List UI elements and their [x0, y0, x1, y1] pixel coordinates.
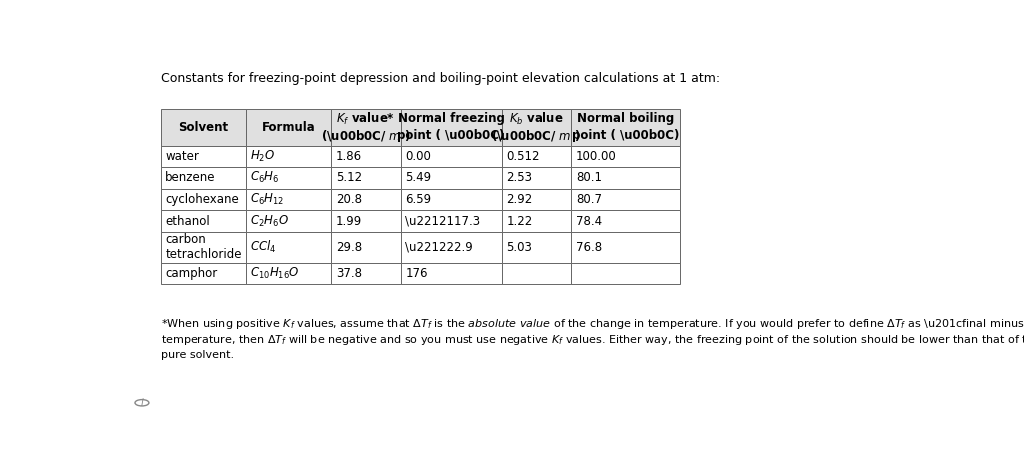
- Bar: [400, 210, 502, 232]
- Bar: [331, 109, 400, 145]
- Text: $CCl_4$: $CCl_4$: [250, 239, 276, 255]
- Text: 80.7: 80.7: [575, 193, 602, 206]
- Text: $C_6H_6$: $C_6H_6$: [250, 170, 280, 186]
- Text: 2.53: 2.53: [506, 172, 532, 184]
- Bar: [502, 210, 571, 232]
- Bar: [571, 263, 680, 284]
- Bar: [400, 232, 502, 263]
- Text: i: i: [140, 398, 143, 408]
- Bar: [502, 145, 571, 167]
- Text: $C_2H_6O$: $C_2H_6O$: [250, 213, 289, 228]
- Bar: [400, 167, 502, 189]
- Text: carbon
tetrachloride: carbon tetrachloride: [165, 233, 242, 261]
- Text: water: water: [165, 150, 199, 163]
- Text: Solvent: Solvent: [178, 121, 228, 134]
- Text: 100.00: 100.00: [575, 150, 616, 163]
- Text: 20.8: 20.8: [336, 193, 361, 206]
- Bar: [161, 189, 246, 210]
- Text: benzene: benzene: [165, 172, 216, 184]
- Text: Constants for freezing-point depression and boiling-point elevation calculations: Constants for freezing-point depression …: [161, 72, 720, 85]
- Text: $H_2O$: $H_2O$: [250, 149, 274, 164]
- Text: 37.8: 37.8: [336, 267, 361, 280]
- Bar: [331, 145, 400, 167]
- Text: Normal freezing: Normal freezing: [397, 113, 505, 126]
- Text: cyclohexane: cyclohexane: [165, 193, 239, 206]
- Text: (\u00b0C/ $m$ ): (\u00b0C/ $m$ ): [492, 128, 582, 143]
- Bar: [331, 167, 400, 189]
- Text: 0.512: 0.512: [506, 150, 540, 163]
- Bar: [246, 145, 331, 167]
- Text: ethanol: ethanol: [165, 214, 210, 227]
- Text: $C_{10}H_{16}O$: $C_{10}H_{16}O$: [250, 266, 299, 281]
- Bar: [571, 189, 680, 210]
- Bar: [502, 109, 571, 145]
- Text: $K_f$ value*: $K_f$ value*: [337, 111, 395, 127]
- Bar: [161, 263, 246, 284]
- Bar: [571, 232, 680, 263]
- Bar: [571, 167, 680, 189]
- Bar: [161, 167, 246, 189]
- Bar: [246, 232, 331, 263]
- Bar: [161, 145, 246, 167]
- Bar: [571, 210, 680, 232]
- Bar: [161, 210, 246, 232]
- Bar: [246, 189, 331, 210]
- Text: 1.99: 1.99: [336, 214, 361, 227]
- Bar: [400, 189, 502, 210]
- Bar: [161, 109, 246, 145]
- Text: point ( \u00b0C): point ( \u00b0C): [571, 129, 679, 142]
- Text: 0.00: 0.00: [406, 150, 431, 163]
- Bar: [246, 167, 331, 189]
- Text: 78.4: 78.4: [575, 214, 602, 227]
- Text: 76.8: 76.8: [575, 241, 602, 254]
- Bar: [400, 263, 502, 284]
- Text: temperature, then $\Delta T_f$ will be negative and so you must use negative $K_: temperature, then $\Delta T_f$ will be n…: [161, 333, 1024, 348]
- Text: Normal boiling: Normal boiling: [577, 113, 674, 126]
- Text: 6.59: 6.59: [406, 193, 431, 206]
- Bar: [502, 263, 571, 284]
- Bar: [246, 263, 331, 284]
- Text: $C_6H_{12}$: $C_6H_{12}$: [250, 192, 284, 207]
- Text: \u2212117.3: \u2212117.3: [406, 214, 480, 227]
- Text: pure solvent.: pure solvent.: [161, 350, 233, 360]
- Text: \u221222.9: \u221222.9: [406, 241, 473, 254]
- Bar: [161, 232, 246, 263]
- Bar: [502, 232, 571, 263]
- Bar: [571, 109, 680, 145]
- Bar: [571, 145, 680, 167]
- Text: 176: 176: [406, 267, 428, 280]
- Bar: [502, 167, 571, 189]
- Text: point ( \u00b0C): point ( \u00b0C): [397, 129, 505, 142]
- Bar: [400, 109, 502, 145]
- Bar: [331, 263, 400, 284]
- Text: 1.22: 1.22: [506, 214, 532, 227]
- Bar: [331, 232, 400, 263]
- Text: 80.1: 80.1: [575, 172, 602, 184]
- Text: 5.12: 5.12: [336, 172, 361, 184]
- Text: (\u00b0C/ $m$ ): (\u00b0C/ $m$ ): [321, 128, 411, 143]
- Bar: [331, 189, 400, 210]
- Text: *When using positive $K_f$ values, assume that $\Delta T_f$ is the $\mathit{abso: *When using positive $K_f$ values, assum…: [161, 317, 1024, 331]
- Bar: [331, 210, 400, 232]
- Text: 29.8: 29.8: [336, 241, 361, 254]
- Text: 2.92: 2.92: [506, 193, 532, 206]
- Bar: [502, 189, 571, 210]
- Text: $K_b$ value: $K_b$ value: [509, 111, 564, 127]
- Bar: [246, 109, 331, 145]
- Bar: [400, 145, 502, 167]
- Text: Formula: Formula: [261, 121, 315, 134]
- Text: 1.86: 1.86: [336, 150, 361, 163]
- Text: camphor: camphor: [165, 267, 217, 280]
- Text: 5.49: 5.49: [406, 172, 431, 184]
- Bar: [246, 210, 331, 232]
- Text: 5.03: 5.03: [506, 241, 532, 254]
